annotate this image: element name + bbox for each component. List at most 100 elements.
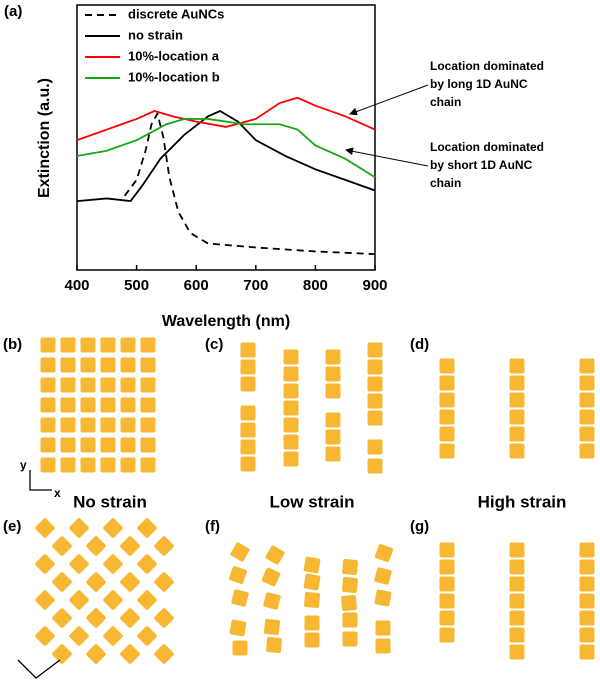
nanocube <box>69 554 89 574</box>
annotation: Location dominated <box>430 59 544 73</box>
nanocube <box>80 357 96 373</box>
nanocube <box>103 626 123 646</box>
nanocube <box>579 627 595 643</box>
panel-label: (f) <box>205 518 220 535</box>
axis-indicator <box>17 659 61 679</box>
line <box>76 109 376 203</box>
nanocube <box>261 567 281 587</box>
nanocube <box>140 397 156 413</box>
nanocube <box>367 376 383 392</box>
nanocube <box>264 619 280 635</box>
nanocube <box>120 572 140 592</box>
nanocube <box>240 342 256 358</box>
nanocube <box>374 543 394 563</box>
nanocube <box>35 518 55 538</box>
nanocube <box>229 619 247 637</box>
nanocube <box>120 417 136 433</box>
nanocube <box>120 457 136 473</box>
nanocube <box>240 422 256 438</box>
line <box>123 111 376 255</box>
panel-label: (a) <box>4 3 22 20</box>
nanocube <box>375 638 391 654</box>
nanocube <box>439 392 455 408</box>
legend-label: no strain <box>128 27 183 42</box>
nanocube <box>367 458 383 474</box>
nanocube <box>120 608 140 628</box>
nanocube <box>140 457 156 473</box>
nanocube <box>579 610 595 626</box>
nanocube <box>303 556 321 574</box>
nanocube <box>367 359 383 375</box>
nanocube <box>367 410 383 426</box>
nanocube <box>325 366 341 382</box>
caption: Low strain <box>269 492 354 511</box>
panel-label: (e) <box>3 518 21 535</box>
x-axis-label: Wavelength (nm) <box>162 313 290 330</box>
nanocube <box>40 457 56 473</box>
nanocube <box>439 358 455 374</box>
nanocube <box>304 615 320 631</box>
nanocube <box>100 337 116 353</box>
nanocube <box>439 426 455 442</box>
caption: High strain <box>478 492 567 511</box>
nanocube <box>103 590 123 610</box>
nanocube <box>579 593 595 609</box>
nanocube <box>283 434 299 450</box>
nanocube <box>52 644 72 664</box>
nanocube <box>509 409 525 425</box>
annotation: by long 1D AuNC <box>430 77 528 91</box>
nanocube <box>86 644 106 664</box>
nanocube <box>86 536 106 556</box>
nanocube <box>52 572 72 592</box>
nanocube <box>439 542 455 558</box>
nanocube <box>103 554 123 574</box>
nanocube <box>231 589 249 607</box>
panel-label: (b) <box>3 336 22 353</box>
caption: No strain <box>73 492 147 511</box>
nanocube <box>120 337 136 353</box>
nanocube <box>140 337 156 353</box>
nanocube <box>40 417 56 433</box>
nanocube <box>342 612 358 628</box>
nanocube <box>509 542 525 558</box>
nanocube <box>100 377 116 393</box>
nanocube <box>439 593 455 609</box>
nanocube <box>120 644 140 664</box>
nanocube <box>509 610 525 626</box>
nanocube <box>265 545 285 565</box>
y-axis-label: Extinction (a.u.) <box>36 78 53 198</box>
nanocube <box>228 565 248 585</box>
nanocube <box>509 358 525 374</box>
annotation: chain <box>430 95 461 109</box>
nanocube <box>100 357 116 373</box>
nanocube <box>120 377 136 393</box>
nanocube <box>579 358 595 374</box>
nanocube <box>60 417 76 433</box>
nanocube <box>69 590 89 610</box>
nanocube <box>375 620 391 636</box>
nanocube <box>374 589 392 607</box>
nanocube <box>579 542 595 558</box>
nanocube <box>60 437 76 453</box>
nanocube <box>509 443 525 459</box>
nanocube <box>154 608 174 628</box>
nanocube <box>140 357 156 373</box>
x-tick-label: 500 <box>124 277 149 294</box>
nanocube <box>240 405 256 421</box>
nanocube <box>374 567 392 585</box>
nanocube <box>140 377 156 393</box>
nanocube <box>103 518 123 538</box>
nanocube <box>367 393 383 409</box>
nanocube <box>341 595 357 611</box>
nanocube <box>304 592 320 608</box>
nanocube <box>439 576 455 592</box>
nanocube <box>120 357 136 373</box>
diagrams <box>17 337 595 679</box>
panel-label: (c) <box>205 336 223 353</box>
arrow <box>349 84 429 116</box>
nanocube <box>579 559 595 575</box>
nanocube <box>140 417 156 433</box>
nanocube <box>579 576 595 592</box>
nanocube <box>232 640 248 656</box>
nanocube <box>69 518 89 538</box>
